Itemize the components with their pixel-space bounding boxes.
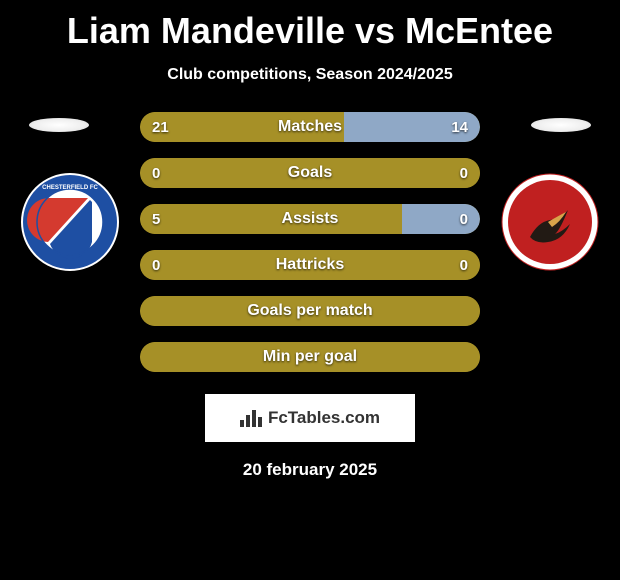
stat-bar-assists: Assists5 0 (140, 204, 480, 234)
bar-value-left: 5 (152, 204, 160, 234)
comparison-arena: CHESTERFIELD FC WALSALL FC Matches21 14 Go… (0, 112, 620, 372)
date-text: 20 february 2025 (0, 460, 620, 480)
bar-value-left: 21 (152, 112, 169, 142)
bar-value-left: 0 (152, 158, 160, 188)
oval-highlight (531, 118, 591, 132)
bar-label: Hattricks (140, 250, 480, 280)
bar-label: Matches (140, 112, 480, 142)
svg-text:WALSALL FC: WALSALL FC (531, 186, 570, 192)
bar-value-left: 0 (152, 250, 160, 280)
chesterfield-badge-icon: CHESTERFIELD FC (20, 172, 120, 272)
bar-value-right: 0 (460, 204, 468, 234)
brand-text: FcTables.com (268, 408, 380, 428)
bar-label: Goals per match (140, 296, 480, 326)
brand-banner: FcTables.com (205, 394, 415, 442)
stat-bar-hattricks: Hattricks0 0 (140, 250, 480, 280)
svg-text:CHESTERFIELD FC: CHESTERFIELD FC (42, 185, 98, 191)
oval-highlight (29, 118, 89, 132)
stat-bar-goals: Goals0 0 (140, 158, 480, 188)
stat-bars: Matches2114Goals00Assists50Hattricks00Go… (140, 112, 480, 372)
bar-value-right: 0 (460, 158, 468, 188)
stat-bar-mpg: Min per goal (140, 342, 480, 372)
bar-chart-icon (240, 410, 262, 427)
bar-label: Goals (140, 158, 480, 188)
bar-label: Min per goal (140, 342, 480, 372)
left-club-badge: CHESTERFIELD FC (20, 172, 120, 272)
left-player-oval (14, 112, 104, 142)
page-title: Liam Mandeville vs McEntee (0, 0, 620, 52)
bar-value-right: 0 (460, 250, 468, 280)
stat-bar-gpm: Goals per match (140, 296, 480, 326)
right-club-badge: WALSALL FC (500, 172, 600, 272)
bar-label: Assists (140, 204, 480, 234)
bar-value-right: 14 (451, 112, 468, 142)
walsall-badge-icon: WALSALL FC (500, 172, 600, 272)
page-subtitle: Club competitions, Season 2024/2025 (0, 66, 620, 84)
right-player-oval (516, 112, 606, 142)
stat-bar-matches: Matches21 14 (140, 112, 480, 142)
